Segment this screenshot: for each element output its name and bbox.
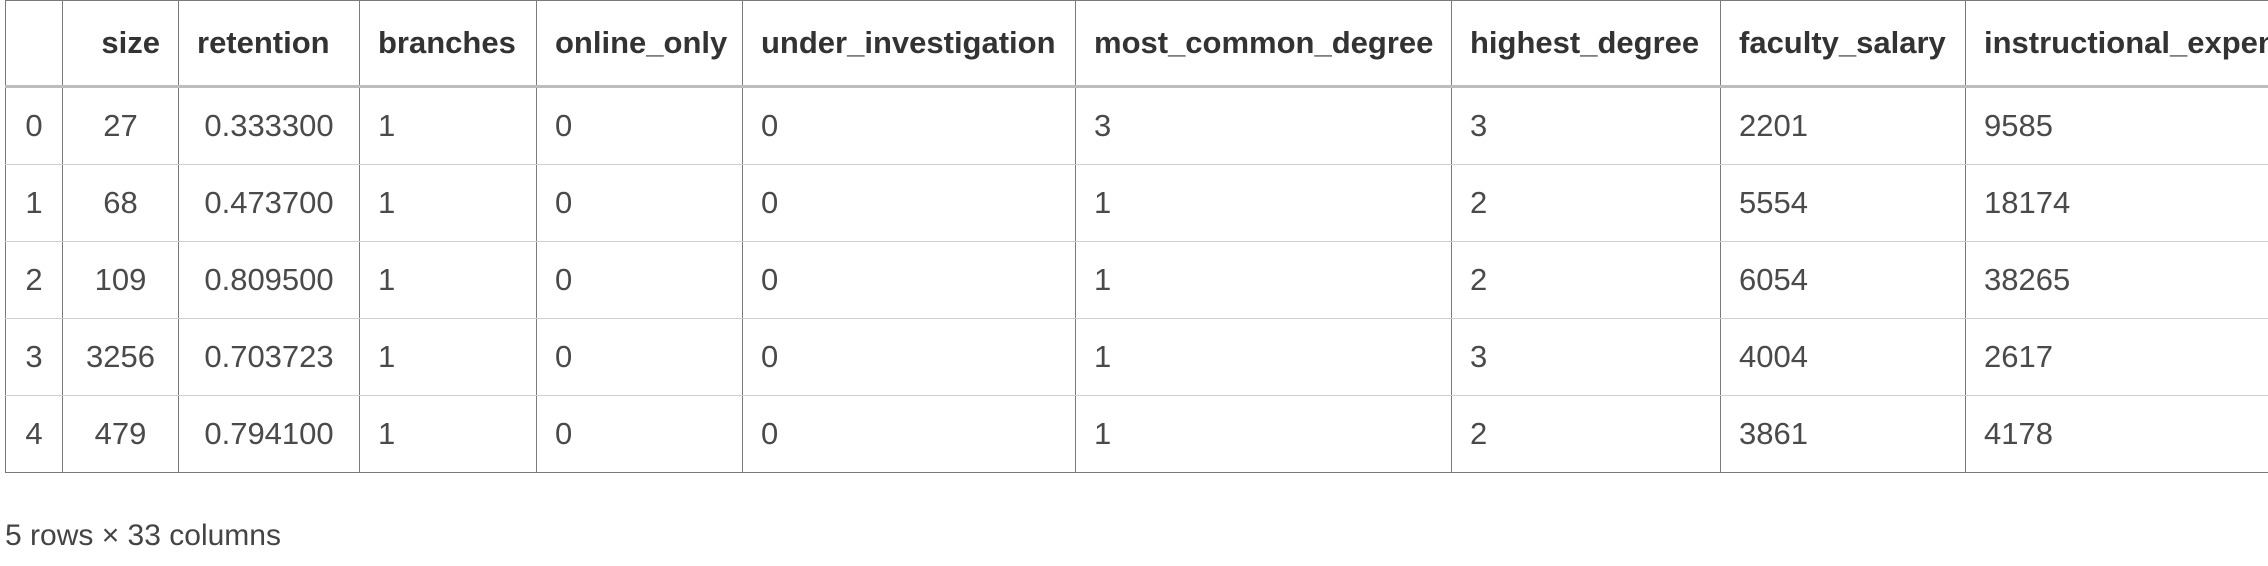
table-cell: 1	[1075, 395, 1452, 473]
table-cell: 0	[742, 241, 1076, 319]
table-cell: 0	[742, 164, 1076, 242]
table-cell: 2201	[1720, 86, 1966, 165]
row-index: 1	[5, 164, 63, 242]
table-cell: 0	[742, 395, 1076, 473]
table-cell: 18174	[1965, 164, 2268, 242]
row-index: 4	[5, 395, 63, 473]
table-row: 2 109 0.809500 1 0 0 1 2 6054 38265	[5, 241, 2268, 319]
dataframe-table: size retention branches online_only unde…	[5, 0, 2268, 473]
table-cell: 0	[742, 318, 1076, 396]
table-cell: 0	[536, 164, 743, 242]
column-header-under-investigation: under_investigation	[742, 0, 1076, 88]
table-cell: 0.333300	[178, 86, 360, 165]
table-cell: 1	[1075, 164, 1452, 242]
table-cell: 0	[536, 86, 743, 165]
table-cell: 0	[536, 241, 743, 319]
table-cell: 5554	[1720, 164, 1966, 242]
row-index: 0	[5, 86, 63, 165]
table-cell: 1	[1075, 241, 1452, 319]
table-cell: 1	[359, 86, 537, 165]
row-index: 2	[5, 241, 63, 319]
table-row: 0 27 0.333300 1 0 0 3 3 2201 9585	[5, 86, 2268, 165]
table-cell: 2617	[1965, 318, 2268, 396]
table-cell: 479	[62, 395, 179, 473]
table-cell: 6054	[1720, 241, 1966, 319]
table-cell: 68	[62, 164, 179, 242]
table-row: 4 479 0.794100 1 0 0 1 2 3861 4178	[5, 395, 2268, 473]
table-cell: 0.473700	[178, 164, 360, 242]
table-cell: 4178	[1965, 395, 2268, 473]
table-cell: 0.809500	[178, 241, 360, 319]
dataframe-shape-caption: 5 rows × 33 columns	[5, 519, 281, 552]
column-header-branches: branches	[359, 0, 537, 88]
table-cell: 1	[359, 318, 537, 396]
column-header-retention: retention	[178, 0, 360, 88]
column-header-most-common-degree: most_common_degree	[1075, 0, 1452, 88]
table-cell: 0.703723	[178, 318, 360, 396]
dataframe-output: size retention branches online_only unde…	[5, 0, 2268, 475]
table-cell: 1	[359, 241, 537, 319]
table-cell: 3256	[62, 318, 179, 396]
table-cell: 0	[742, 86, 1076, 165]
index-header	[5, 0, 63, 88]
column-header-size: size	[62, 0, 179, 88]
table-cell: 27	[62, 86, 179, 165]
table-cell: 38265	[1965, 241, 2268, 319]
table-cell: 3	[1451, 318, 1721, 396]
table-cell: 0	[536, 395, 743, 473]
table-cell: 9585	[1965, 86, 2268, 165]
header-row: size retention branches online_only unde…	[5, 0, 2268, 88]
column-header-online-only: online_only	[536, 0, 743, 88]
table-cell: 3	[1075, 86, 1452, 165]
table-cell: 0	[536, 318, 743, 396]
table-cell: 0.794100	[178, 395, 360, 473]
table-cell: 1	[1075, 318, 1452, 396]
column-header-faculty-salary: faculty_salary	[1720, 0, 1966, 88]
row-index: 3	[5, 318, 63, 396]
table-row: 3 3256 0.703723 1 0 0 1 3 4004 2617	[5, 318, 2268, 396]
column-header-highest-degree: highest_degree	[1451, 0, 1721, 88]
table-cell: 3	[1451, 86, 1721, 165]
table-row: 1 68 0.473700 1 0 0 1 2 5554 18174	[5, 164, 2268, 242]
table-cell: 1	[359, 395, 537, 473]
table-cell: 2	[1451, 164, 1721, 242]
table-cell: 4004	[1720, 318, 1966, 396]
table-cell: 2	[1451, 395, 1721, 473]
table-cell: 1	[359, 164, 537, 242]
table-cell: 109	[62, 241, 179, 319]
table-cell: 3861	[1720, 395, 1966, 473]
table-cell: 2	[1451, 241, 1721, 319]
column-header-instructional-expenditure: instructional_expenditure	[1965, 0, 2268, 88]
